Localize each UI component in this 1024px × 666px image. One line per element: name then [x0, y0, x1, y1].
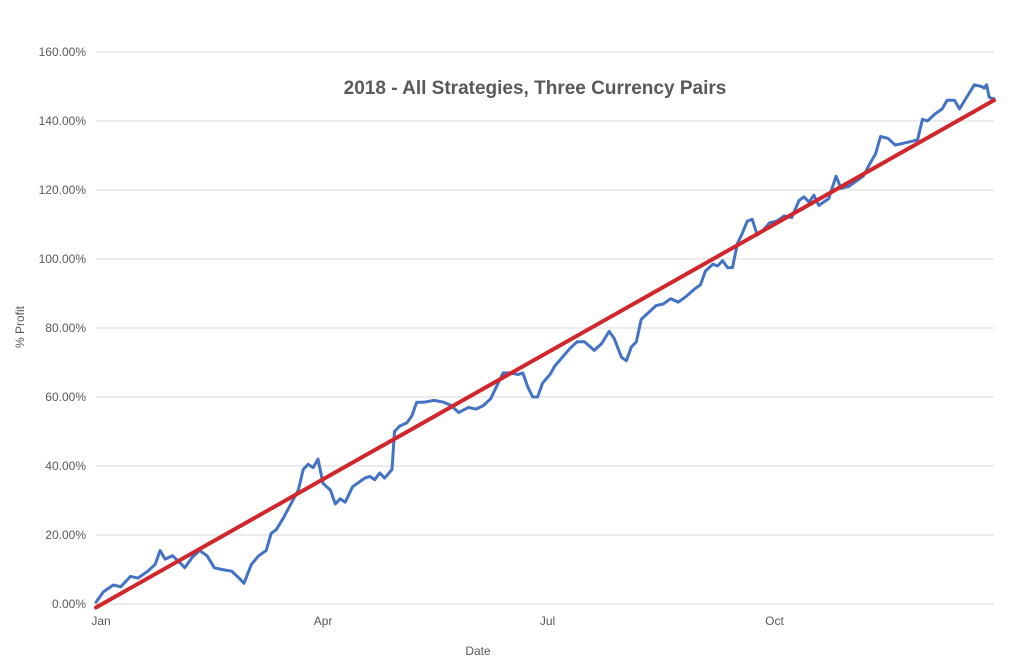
y-axis-tick-labels: 0.00% 20.00% 40.00% 60.00% 80.00% 100.00% 120.… — [39, 45, 87, 611]
profit-series-line — [94, 83, 996, 604]
y-tick-label: 100.00% — [39, 252, 87, 266]
gridlines — [96, 51, 994, 605]
y-tick-label: 160.00% — [39, 45, 87, 59]
y-tick-label: 20.00% — [45, 528, 86, 542]
series-lines — [94, 83, 996, 610]
x-tick-label: Jan — [91, 614, 110, 628]
x-axis-title: Date — [465, 644, 491, 658]
y-tick-label: 120.00% — [39, 183, 87, 197]
x-tick-label: Jul — [540, 614, 555, 628]
x-tick-label: Apr — [314, 614, 333, 628]
y-tick-label: 0.00% — [52, 597, 86, 611]
y-tick-label: 60.00% — [45, 390, 86, 404]
y-tick-label: 140.00% — [39, 114, 87, 128]
x-tick-label: Oct — [765, 614, 784, 628]
chart-title: 2018 - All Strategies, Three Currency Pa… — [344, 78, 727, 99]
y-axis-title: % Profit — [13, 305, 27, 348]
y-tick-label: 80.00% — [45, 321, 86, 335]
trend-line — [94, 98, 996, 610]
y-tick-label: 40.00% — [45, 459, 86, 473]
x-axis-tick-labels: Jan Apr Jul Oct — [91, 614, 784, 628]
